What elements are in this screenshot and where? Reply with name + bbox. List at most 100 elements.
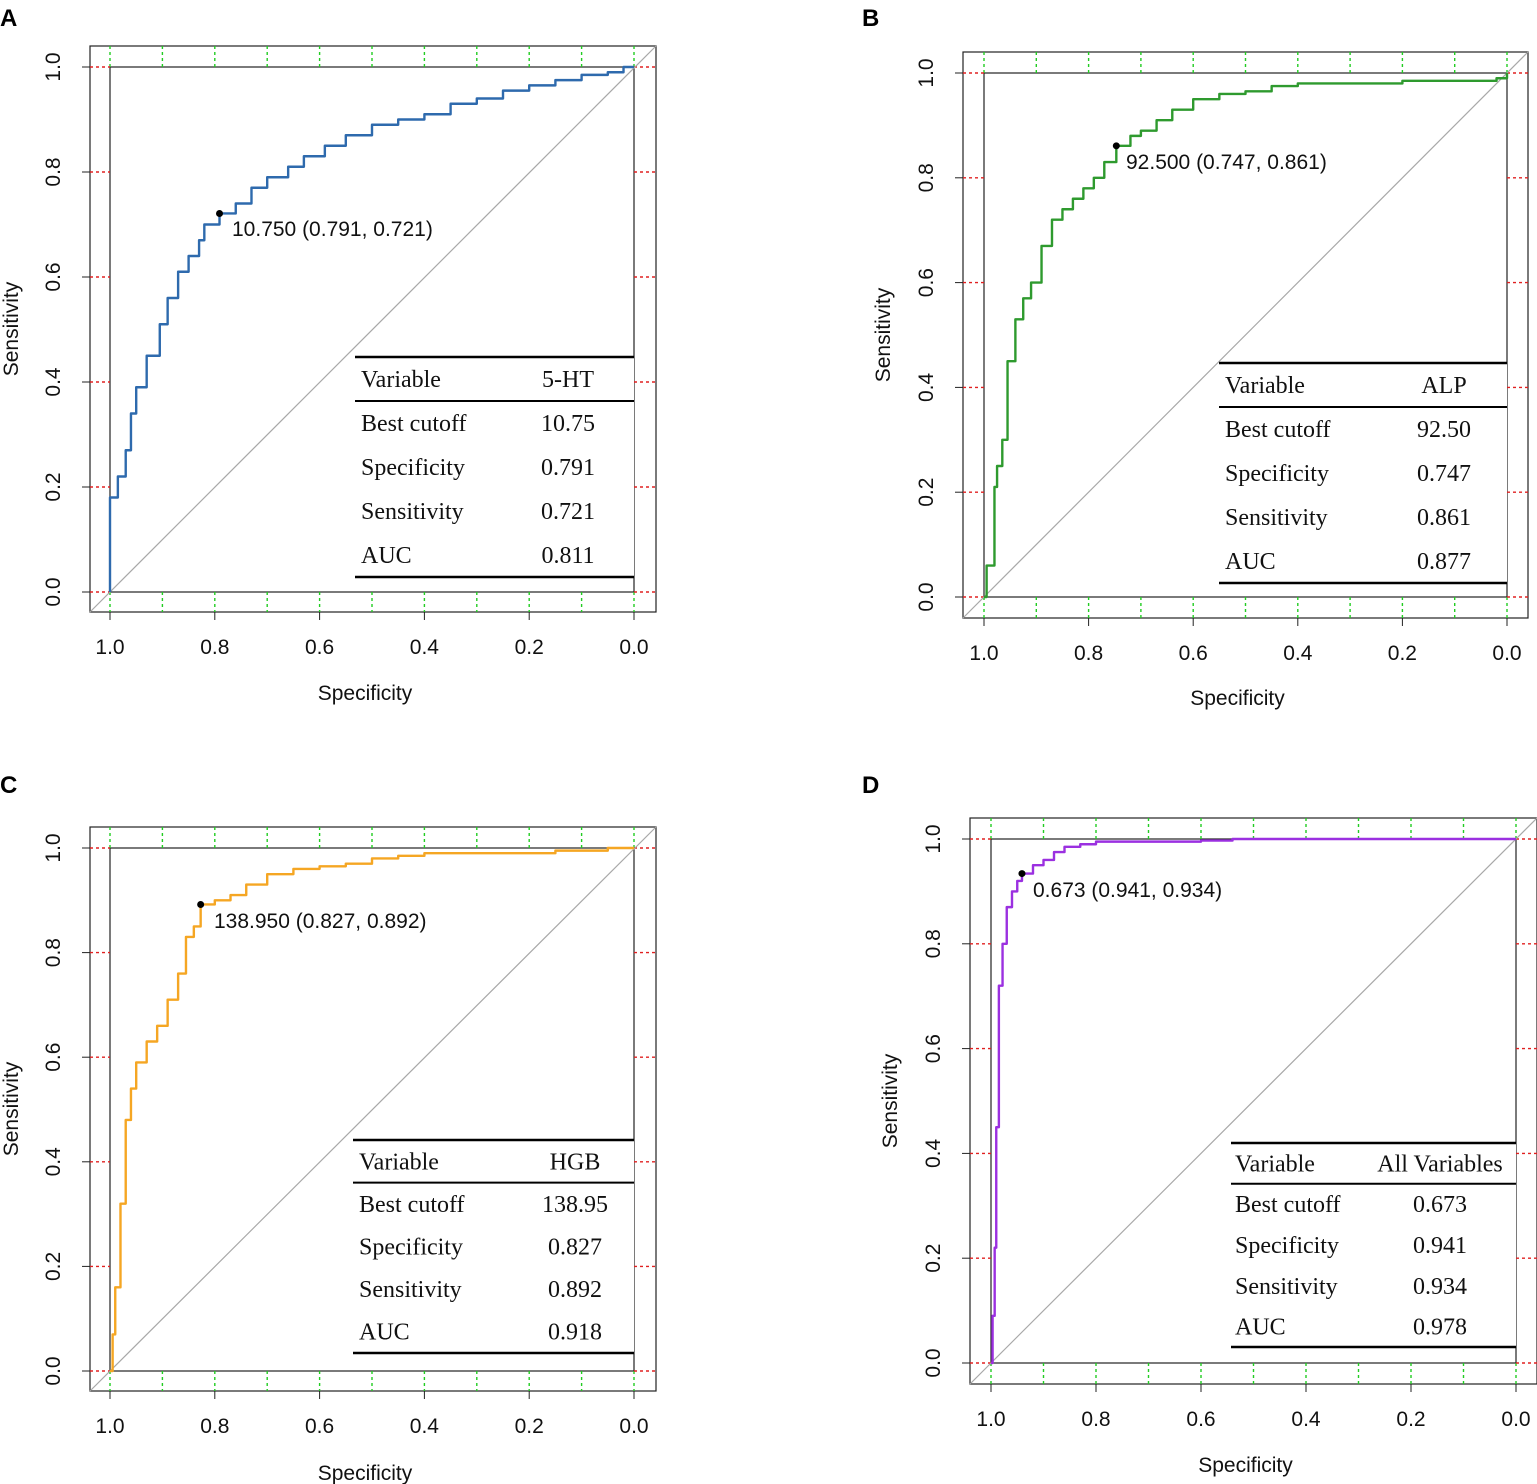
panel-label: B [862,5,879,32]
x-tick-label: 1.0 [95,636,124,659]
x-tick-label: 0.0 [619,636,648,659]
table-header-value: ALP [1421,373,1466,399]
table-row-label: AUC [361,543,412,569]
table-header-label: Variable [1235,1151,1315,1177]
reference-diagonal [89,45,657,613]
x-tick-label: 0.0 [1492,642,1521,665]
table-row-value: 0.941 [1413,1233,1467,1259]
x-tick-label: 0.2 [1396,1408,1425,1431]
best-cutoff-annotation: 10.750 (0.791, 0.721) [232,218,433,241]
table-row-value: 10.75 [541,411,595,437]
outer-frame [89,826,657,1392]
best-cutoff-point [216,209,224,217]
x-axis-title: Specificity [318,682,413,705]
table-row-value: 0.934 [1413,1274,1467,1300]
table-row-label: Specificity [1235,1233,1339,1259]
x-tick-label: 1.0 [969,642,998,665]
table-background [1231,1143,1516,1347]
x-tick-label: 0.4 [1283,642,1313,665]
table-row-label: Specificity [359,1235,463,1261]
reference-diagonal [89,826,657,1392]
best-cutoff-annotation: 138.950 (0.827, 0.892) [214,910,427,933]
table-row-value: 0.827 [548,1235,602,1261]
x-tick-label: 0.2 [515,636,544,659]
best-cutoff-annotation: 92.500 (0.747, 0.861) [1126,151,1327,174]
roc-curve [108,65,634,592]
table-row-value: 138.95 [542,1192,608,1218]
table-row-value: 0.747 [1417,461,1471,487]
table-row-label: Best cutoff [359,1192,465,1218]
x-tick-label: 0.8 [1074,642,1103,665]
y-tick-label: 0.8 [42,938,65,967]
y-tick-label: 1.0 [915,58,938,87]
panel-b: B 1.0 0.8 0.6 0.4 0.2 0.0 0.0 0.2 0.4 0.6 0.8 1.0 Spe… [862,5,1529,710]
x-axis-title: Specificity [318,1462,413,1484]
table-row-value: 0.791 [541,455,595,481]
x-tick-label: 0.6 [305,1415,334,1438]
y-tick-label: 0.0 [42,1356,65,1385]
table-row-value: 92.50 [1417,417,1471,443]
x-tick-label: 0.8 [1081,1408,1110,1431]
roc-curve [991,837,1516,1365]
table-header-label: Variable [1225,373,1305,399]
panel-label: A [0,5,17,32]
best-cutoff-point [1112,142,1120,150]
table-row-label: AUC [359,1320,410,1346]
y-tick-label: 0.2 [42,472,65,501]
reference-diagonal [969,817,1537,1385]
outer-frame [89,45,657,613]
best-cutoff-point [197,900,205,908]
table-row-value: 0.673 [1413,1192,1467,1218]
table-row-label: Specificity [361,455,465,481]
table-row-label: Sensitivity [359,1277,462,1303]
y-tick-label: 0.8 [42,157,65,186]
table-row-value: 0.978 [1413,1315,1467,1341]
y-tick-label: 0.0 [922,1348,945,1377]
table-row-label: AUC [1225,549,1276,575]
x-tick-label: 1.0 [976,1408,1005,1431]
x-tick-label: 0.0 [619,1415,648,1438]
y-axis-title: Sensitivity [879,1053,902,1148]
table-row-label: Sensitivity [361,499,464,525]
y-tick-label: 0.6 [42,262,65,291]
x-tick-label: 0.6 [305,636,334,659]
table-row-value: 0.721 [541,499,595,525]
table-row-label: Best cutoff [361,411,467,437]
table-row-value: 0.877 [1417,549,1471,575]
y-axis-title: Sensitivity [0,1061,23,1156]
table-row-label: Best cutoff [1225,417,1331,443]
y-tick-label: 0.8 [915,163,938,192]
table-header-value: 5-HT [542,367,594,393]
table-row-label: AUC [1235,1315,1286,1341]
reference-diagonal [962,51,1529,619]
table-header-value: HGB [550,1149,601,1175]
x-tick-label: 0.0 [1501,1408,1530,1431]
table-row-value: 0.892 [548,1277,602,1303]
table-background [1219,363,1507,583]
summary-table: Variable 5-HT Best cutoff 10.75 Specificity 0… [355,355,634,579]
table-row-label: Sensitivity [1235,1274,1338,1300]
y-axis-title: Sensitivity [872,287,895,382]
panel-d: D 1.0 0.8 0.6 0.4 0.2 0.0 0.0 0.2 0.4 0.6 0.8 1.0 Spe… [862,772,1537,1477]
y-tick-label: 0.6 [915,268,938,297]
table-row-label: Best cutoff [1235,1192,1341,1218]
y-tick-label: 0.0 [915,582,938,611]
summary-table: Variable ALP Best cutoff 92.50 Specificity 0.… [1219,361,1507,585]
y-axis-title: Sensitivity [0,281,23,376]
best-cutoff-annotation: 0.673 (0.941, 0.934) [1033,879,1222,902]
x-tick-label: 0.8 [200,1415,229,1438]
y-tick-label: 0.6 [922,1034,945,1063]
y-tick-label: 0.0 [42,577,65,606]
x-tick-label: 0.6 [1186,1408,1215,1431]
roc-curve [984,73,1509,599]
y-tick-label: 0.4 [915,372,938,402]
y-tick-label: 1.0 [922,824,945,853]
y-tick-label: 1.0 [42,833,65,862]
y-tick-label: 0.4 [922,1138,945,1168]
best-cutoff-point [1018,870,1026,878]
x-tick-label: 0.8 [200,636,229,659]
x-axis-title: Specificity [1198,1454,1293,1477]
x-tick-label: 0.2 [1388,642,1417,665]
table-row-value: 0.861 [1417,505,1471,531]
y-tick-label: 0.8 [922,929,945,958]
